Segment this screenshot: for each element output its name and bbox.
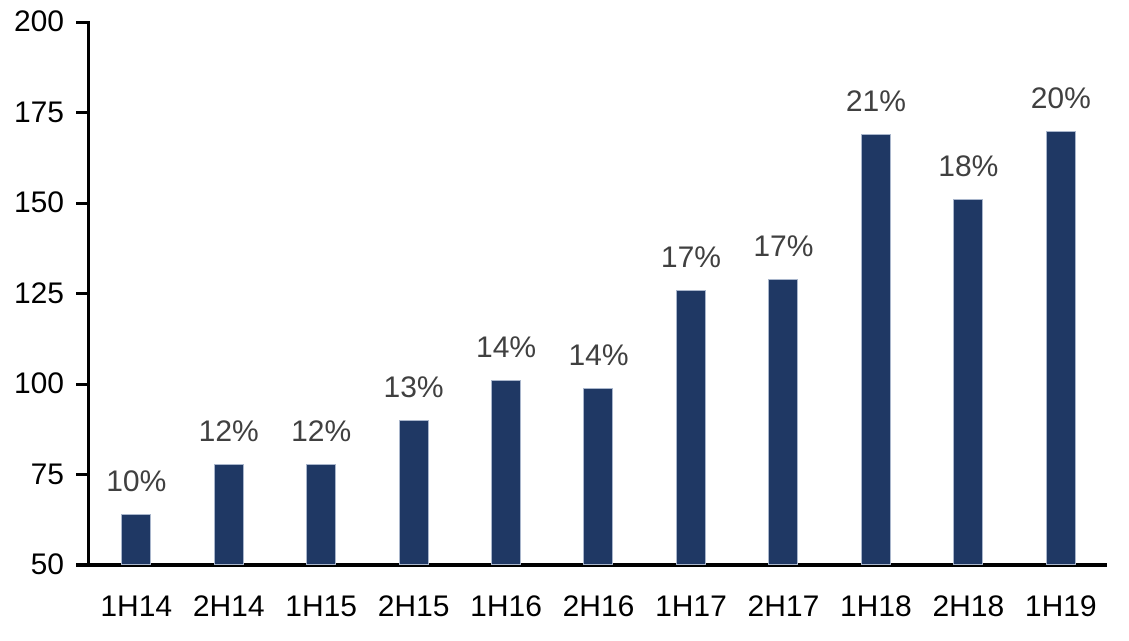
- y-axis-tick-label: 125: [13, 276, 64, 310]
- y-axis-tick-label: 200: [13, 5, 64, 38]
- bar-value-label: 10%: [106, 465, 167, 499]
- bar-2H18: [953, 199, 984, 565]
- bar-slot: 10%: [90, 22, 182, 565]
- x-axis-label: 2H18: [932, 590, 1005, 623]
- bar-2H17: [768, 279, 799, 565]
- bar-2H16: [583, 387, 614, 565]
- bar-slot: 17%: [737, 22, 829, 565]
- bar-1H19: [1045, 130, 1076, 565]
- y-axis-tick-mark: [76, 473, 90, 476]
- bar-value-label: 12%: [291, 414, 352, 448]
- y-axis-tick-mark: [76, 111, 90, 114]
- bar-value-label: 21%: [845, 85, 906, 119]
- bar-2H14: [213, 463, 244, 565]
- bar-1H16: [491, 380, 522, 565]
- bar-1H17: [675, 289, 706, 565]
- bar-value-label: 17%: [753, 230, 814, 264]
- y-axis-tick-mark: [76, 292, 90, 295]
- y-axis-tick-label: 175: [13, 95, 64, 129]
- y-axis-tick-mark: [76, 382, 90, 386]
- bar-value-label: 12%: [198, 414, 259, 448]
- bar-slot: 20%: [1015, 22, 1107, 565]
- x-axis-label: 1H17: [655, 590, 727, 623]
- bar-slot: 21%: [830, 22, 922, 565]
- bar-value-label: 14%: [476, 331, 537, 365]
- x-axis-label: 1H18: [839, 590, 912, 623]
- bar-value-label: 20%: [1030, 81, 1091, 115]
- x-axis-label: 2H17: [747, 590, 820, 623]
- bar-2H15: [398, 420, 429, 565]
- y-axis-tick-mark: [76, 563, 90, 567]
- x-axis-line: [76, 563, 1107, 567]
- bar-value-label: 17%: [660, 240, 721, 274]
- y-axis-tick-label: 100: [13, 367, 64, 400]
- bar-value-label: 14%: [568, 338, 629, 372]
- y-axis-tick-mark: [76, 20, 90, 24]
- bar-1H15: [306, 463, 337, 565]
- x-axis-label: 1H16: [470, 590, 542, 623]
- x-axis-label: 2H16: [562, 590, 635, 623]
- bar-value-label: 18%: [938, 150, 999, 184]
- x-axis-label: 2H14: [192, 590, 265, 623]
- y-axis-tick-label: 75: [30, 457, 64, 491]
- bar-value-label: 13%: [383, 371, 444, 405]
- bar-slot: 12%: [275, 22, 367, 565]
- bar-slot: 18%: [922, 22, 1014, 565]
- bar-slot: 12%: [182, 22, 274, 565]
- bar-1H14: [121, 514, 152, 565]
- bar-slot: 14%: [460, 22, 552, 565]
- bar-slot: 17%: [645, 22, 737, 565]
- bar-1H18: [860, 134, 891, 565]
- x-axis-label: 1H15: [285, 590, 357, 623]
- x-axis-label: 1H19: [1024, 590, 1097, 623]
- x-axis-label: 2H15: [377, 590, 450, 623]
- bar-slot: 14%: [552, 22, 644, 565]
- bar-slot: 13%: [367, 22, 459, 565]
- x-axis-label: 1H14: [100, 590, 173, 623]
- y-axis-tick-label: 150: [13, 186, 64, 219]
- y-axis-tick-label: 50: [30, 548, 64, 581]
- y-axis-tick-mark: [76, 201, 90, 205]
